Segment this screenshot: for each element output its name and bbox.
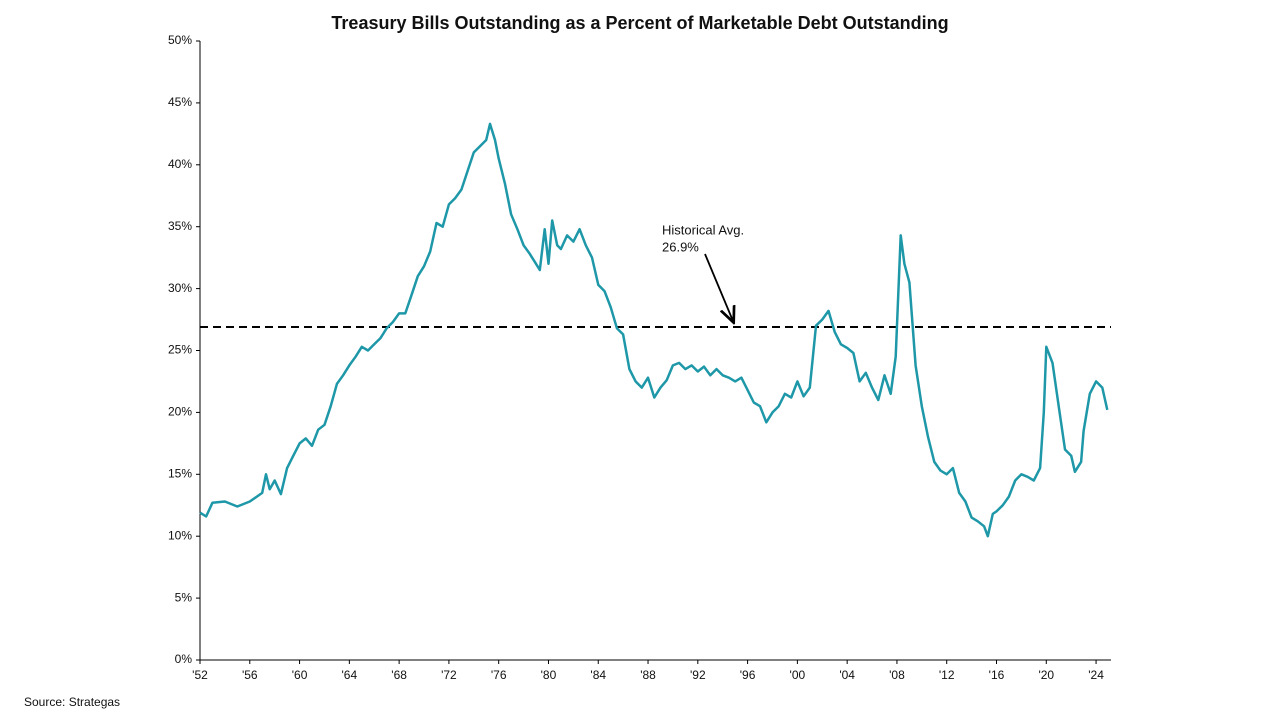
y-tick-label: 5%: [175, 590, 193, 604]
y-tick-label: 15%: [168, 466, 192, 480]
x-tick-label: '96: [740, 668, 756, 682]
y-tick-label: 10%: [168, 528, 192, 542]
x-tick-label: '16: [989, 668, 1005, 682]
data-line: [199, 122, 1109, 538]
y-tick-label: 45%: [168, 95, 192, 109]
x-tick-label: '76: [491, 668, 507, 682]
x-tick-label: '64: [342, 668, 358, 682]
x-tick-label: '52: [192, 668, 208, 682]
y-tick-label: 35%: [168, 219, 192, 233]
x-tick-label: '92: [690, 668, 706, 682]
x-tick-label: '88: [640, 668, 656, 682]
x-tick-label: '56: [242, 668, 258, 682]
x-tick-label: '68: [391, 668, 407, 682]
annotation-text: Historical Avg.: [662, 222, 744, 237]
y-tick-label: 50%: [168, 33, 192, 47]
x-tick-label: '72: [441, 668, 457, 682]
x-tick-label: '24: [1088, 668, 1104, 682]
x-tick-label: '12: [939, 668, 955, 682]
x-tick-label: '08: [889, 668, 905, 682]
y-tick-label: 0%: [175, 652, 193, 666]
annotation-arrow: [704, 253, 733, 321]
x-tick-label: '04: [839, 668, 855, 682]
x-tick-label: '80: [541, 668, 557, 682]
x-tick-label: '60: [292, 668, 308, 682]
y-tick-label: 25%: [168, 343, 192, 357]
source-note: Source: Strategas: [24, 695, 120, 709]
y-tick-label: 20%: [168, 405, 192, 419]
x-tick-label: '84: [590, 668, 606, 682]
chart-title: Treasury Bills Outstanding as a Percent …: [331, 13, 948, 33]
x-tick-label: '00: [790, 668, 806, 682]
annotation-value: 26.9%: [662, 239, 699, 254]
x-tick-label: '20: [1038, 668, 1054, 682]
y-tick-label: 30%: [168, 281, 192, 295]
y-tick-label: 40%: [168, 157, 192, 171]
